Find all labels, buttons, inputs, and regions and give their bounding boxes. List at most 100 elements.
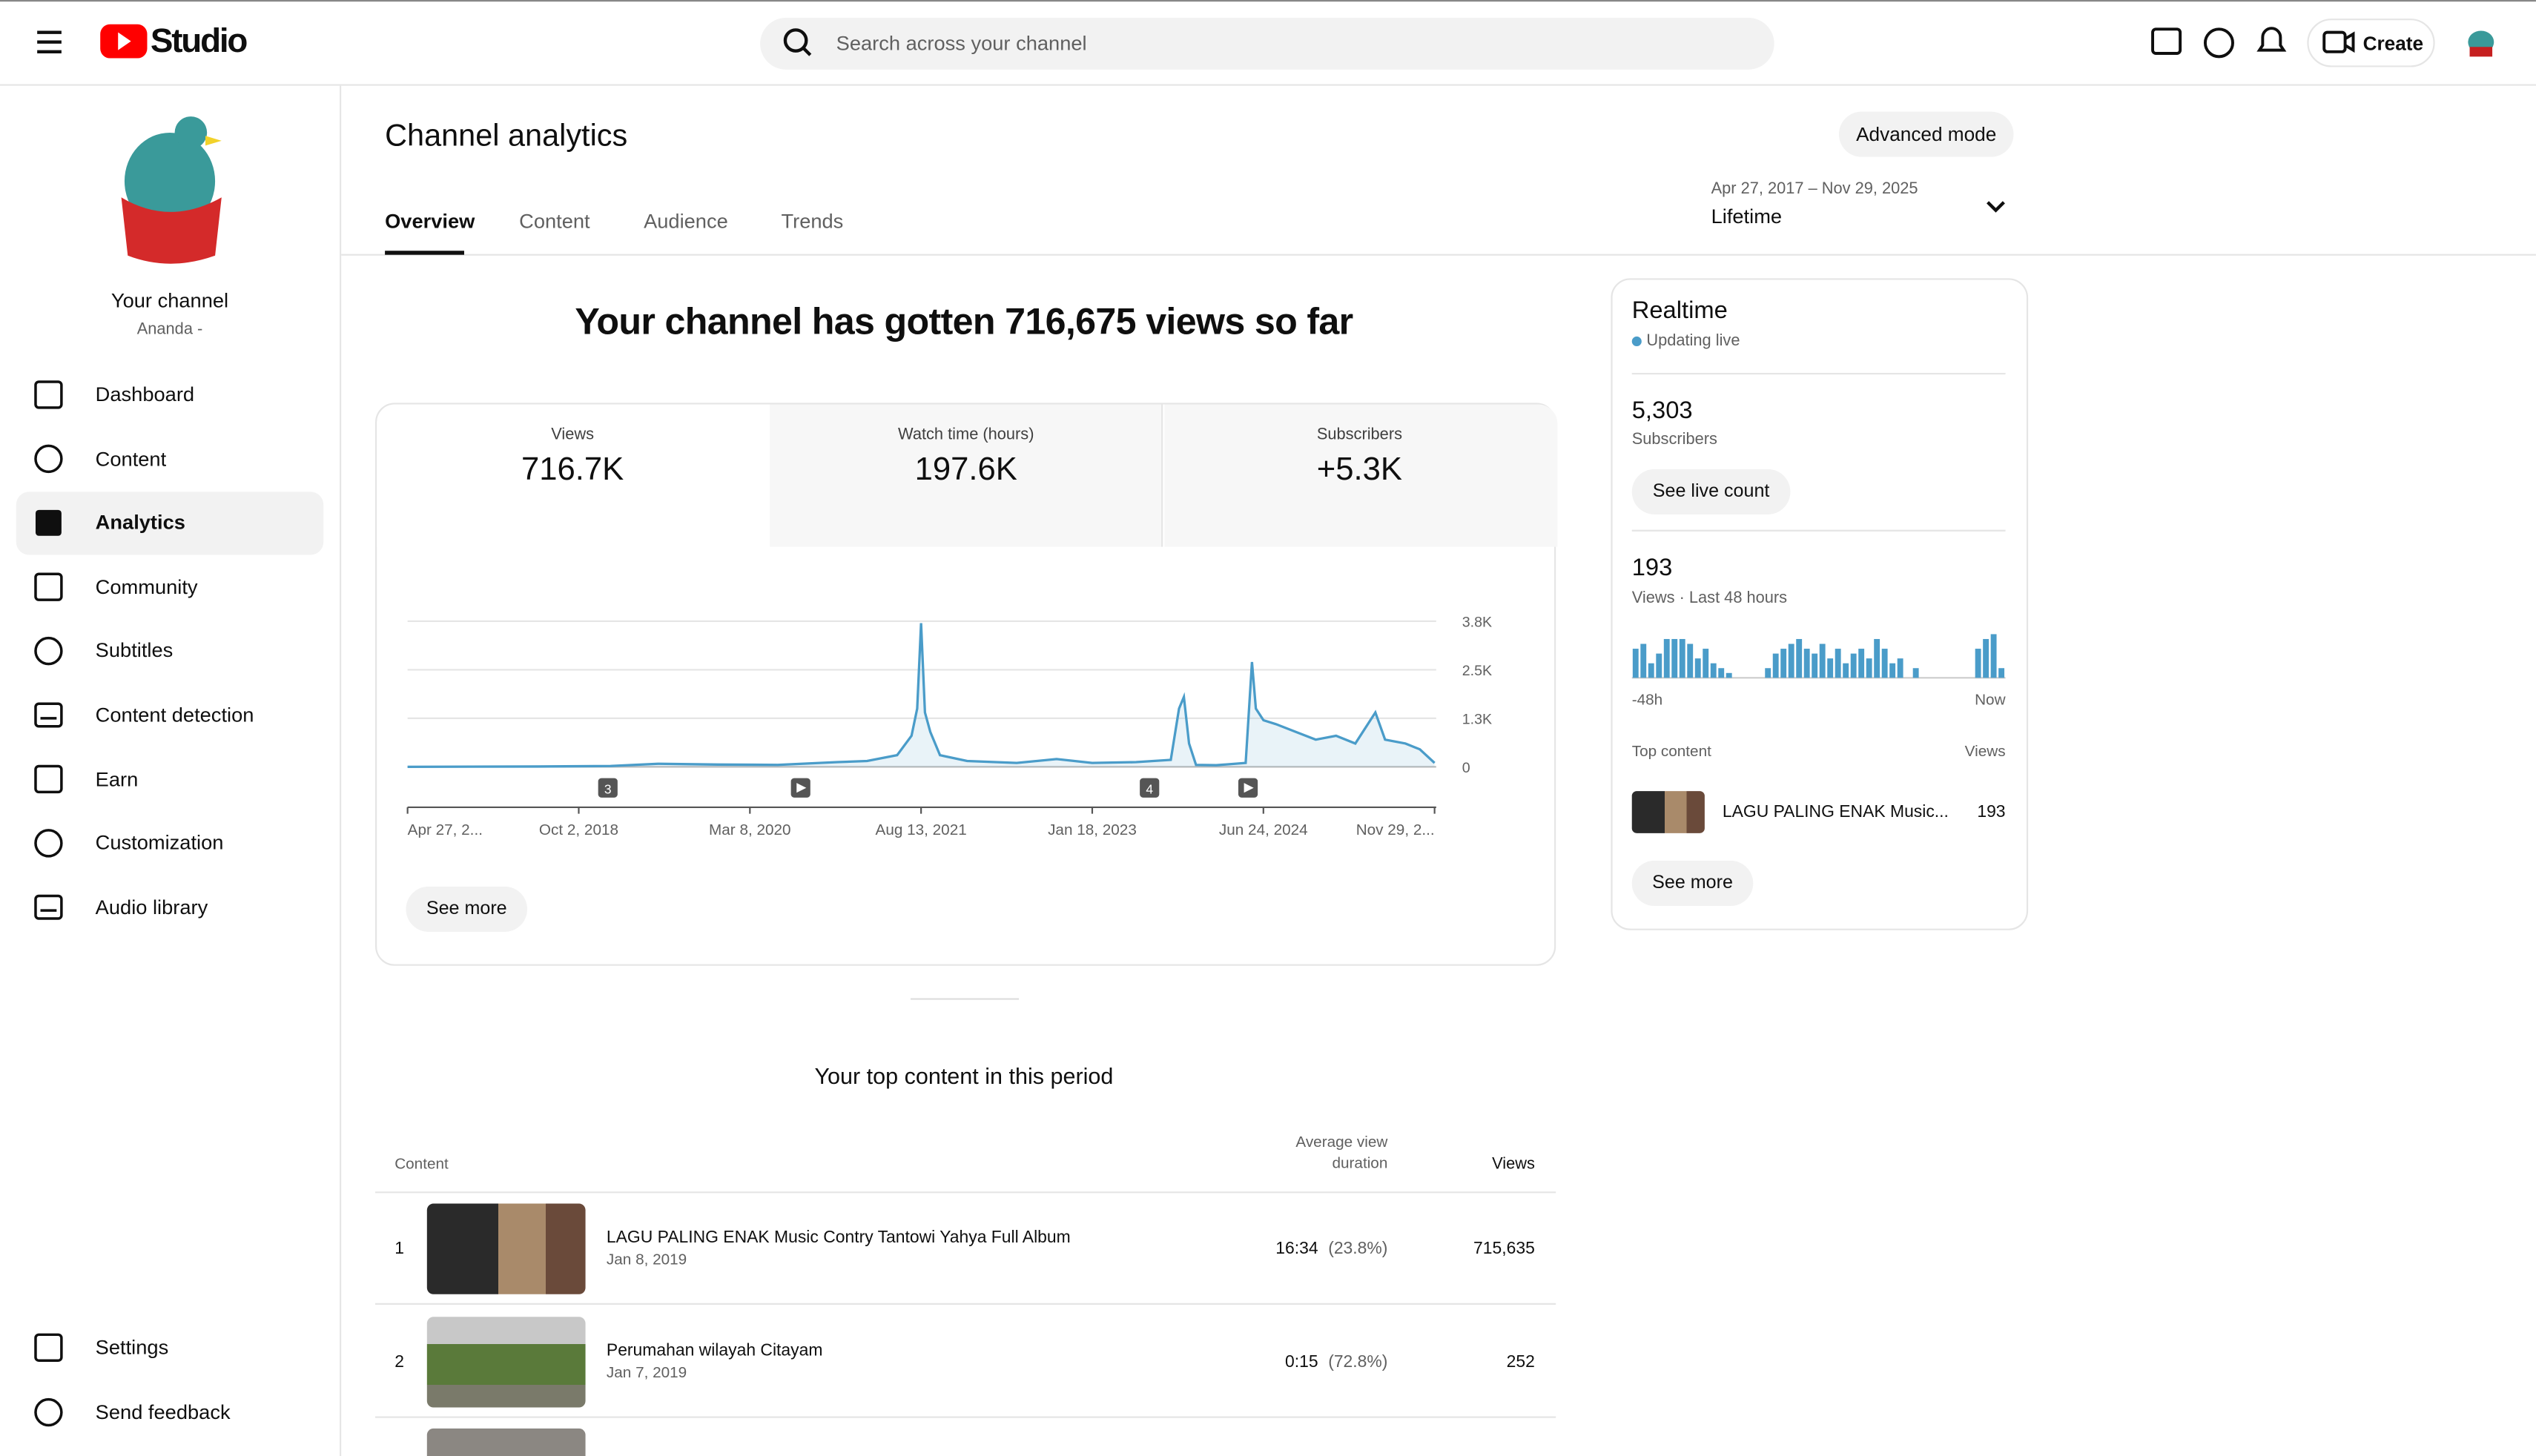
event-label: 4 bbox=[1146, 781, 1153, 796]
bar bbox=[1889, 663, 1896, 678]
advanced-button[interactable] bbox=[1838, 111, 2014, 157]
event-marker bbox=[598, 778, 618, 798]
icon-shape bbox=[34, 829, 63, 858]
row-views: 252 bbox=[1506, 1351, 1535, 1371]
section-title: Your top content in this period bbox=[814, 1062, 1114, 1089]
video-title[interactable]: Perumahan wilayah Citayam bbox=[606, 1340, 823, 1360]
see-more-button[interactable] bbox=[406, 886, 528, 932]
nav-icon bbox=[34, 444, 63, 474]
bar bbox=[1765, 668, 1771, 678]
avg-percent: (72.8%) bbox=[1328, 1351, 1388, 1371]
metric-card[interactable] bbox=[770, 404, 1163, 547]
icon-shape bbox=[34, 572, 63, 601]
date-range: Apr 27, 2017 – Nov 29, 2025 bbox=[1711, 180, 1918, 199]
nav-icon bbox=[34, 636, 63, 666]
x-tick-label: Aug 13, 2021 bbox=[876, 821, 967, 838]
event-play bbox=[796, 783, 807, 793]
y-tick-label: 3.8K bbox=[1462, 615, 1492, 631]
icon-shape bbox=[34, 894, 63, 920]
thumbnail[interactable] bbox=[426, 1203, 586, 1294]
nav-icon bbox=[34, 1397, 63, 1427]
bar bbox=[1874, 638, 1880, 678]
bar bbox=[1850, 653, 1857, 678]
bar bbox=[1843, 663, 1849, 678]
thumbnail[interactable] bbox=[426, 1316, 586, 1407]
realtime-title: Realtime bbox=[1631, 297, 1728, 325]
tab[interactable]: Trends bbox=[781, 210, 844, 234]
nav-item[interactable]: Earn bbox=[95, 767, 139, 791]
advanced-label[interactable]: Advanced mode bbox=[1856, 122, 1997, 146]
page-title: Channel analytics bbox=[385, 119, 628, 154]
bar bbox=[1687, 643, 1694, 678]
realtime-see-more-button[interactable] bbox=[1631, 860, 1754, 907]
nav-item[interactable]: Analytics bbox=[95, 511, 185, 535]
nav-icon bbox=[34, 702, 63, 728]
nav-item[interactable]: Audio library bbox=[95, 896, 208, 919]
nav-item[interactable]: Subtitles bbox=[95, 639, 174, 663]
bar bbox=[1975, 649, 1981, 678]
nav-item[interactable]: Send feedback bbox=[95, 1400, 231, 1424]
y-tick-label: 0 bbox=[1462, 760, 1470, 776]
search-box[interactable] bbox=[760, 18, 1774, 70]
x-tick-label: Oct 2, 2018 bbox=[539, 821, 618, 838]
thumbnail[interactable] bbox=[1631, 791, 1705, 833]
video-date: Jan 7, 2019 bbox=[606, 1363, 687, 1382]
views-chart: 0 1.3K 2.5K 3.8K Apr 27, 2... Oct 2, 2018 Mar … bbox=[406, 615, 1492, 838]
metric-card[interactable] bbox=[377, 404, 770, 547]
tab[interactable]: Overview bbox=[385, 210, 475, 234]
event-marker bbox=[1140, 778, 1160, 798]
live-count-button[interactable] bbox=[1631, 469, 1791, 514]
period[interactable]: Lifetime bbox=[1711, 205, 1783, 228]
y-tick-label: 1.3K bbox=[1462, 712, 1492, 728]
date-chevron[interactable] bbox=[1987, 201, 2005, 213]
row-3-thumbnail bbox=[426, 1428, 586, 1456]
bar bbox=[1671, 638, 1678, 678]
nav-item[interactable]: Content bbox=[95, 447, 167, 471]
nav-item[interactable]: Content detection bbox=[95, 704, 254, 727]
y-tick-label: 2.5K bbox=[1462, 663, 1492, 679]
logo-text: Studio bbox=[150, 22, 248, 60]
nav-item[interactable]: Community bbox=[95, 575, 198, 598]
bar bbox=[1983, 638, 1989, 678]
subscriber-label: Subscribers bbox=[1631, 431, 1717, 449]
video-title[interactable]: LAGU PALING ENAK Music Contry Tantowi Ya… bbox=[606, 1228, 1071, 1248]
top-video-title[interactable]: LAGU PALING ENAK Music... bbox=[1722, 802, 1949, 822]
bar bbox=[1998, 668, 2005, 678]
row-views: 715,635 bbox=[1473, 1239, 1535, 1259]
icon-shape bbox=[34, 636, 63, 666]
nav-item[interactable]: Dashboard bbox=[95, 383, 195, 406]
tab[interactable]: Content bbox=[519, 210, 590, 234]
metric-value: 197.6K bbox=[914, 451, 1017, 488]
bar bbox=[1648, 663, 1654, 678]
realtime-status: Updating live bbox=[1646, 332, 1740, 351]
create-button[interactable] bbox=[2307, 19, 2435, 67]
metric-label: Views bbox=[551, 426, 595, 445]
channel-name: Ananda - bbox=[136, 321, 203, 340]
bar bbox=[1912, 668, 1919, 678]
logo-play bbox=[118, 32, 131, 50]
see-more[interactable]: See more bbox=[426, 899, 507, 919]
views-header: Views bbox=[1964, 743, 2006, 761]
live-count-label[interactable]: See live count bbox=[1652, 482, 1770, 502]
x-start: -48h bbox=[1631, 691, 1663, 709]
bar bbox=[1632, 649, 1639, 678]
bar bbox=[1812, 653, 1818, 678]
header-icons[interactable] bbox=[2151, 27, 2355, 59]
video-date: Jan 8, 2019 bbox=[606, 1251, 687, 1269]
top-video-views: 193 bbox=[1977, 802, 2006, 822]
realtime-card bbox=[1611, 278, 2029, 930]
metric-label: Watch time (hours) bbox=[898, 426, 1034, 445]
top-bar bbox=[0, 0, 2536, 86]
nav-item[interactable]: Settings bbox=[95, 1336, 169, 1360]
tab[interactable]: Audience bbox=[644, 210, 728, 234]
nav-item[interactable]: Customization bbox=[95, 832, 224, 855]
metric-value: +5.3K bbox=[1316, 451, 1403, 488]
avatar-small[interactable] bbox=[2461, 24, 2500, 64]
subscriber-count: 5,303 bbox=[1631, 397, 1693, 425]
realtime-see-more[interactable]: See more bbox=[1652, 873, 1733, 893]
metric-card[interactable] bbox=[1163, 404, 1557, 547]
bar bbox=[1835, 649, 1841, 678]
realtime-views-label: Views · Last 48 hours bbox=[1631, 589, 1788, 608]
bar bbox=[1772, 653, 1779, 678]
menu-icon[interactable] bbox=[37, 30, 62, 54]
